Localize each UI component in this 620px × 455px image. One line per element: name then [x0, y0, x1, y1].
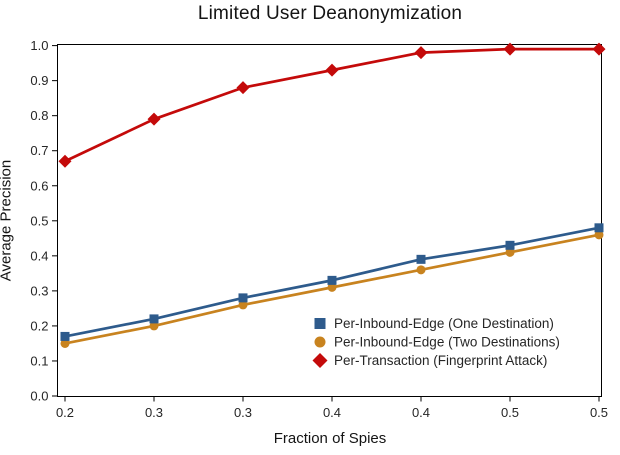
- x-tick-label: 0.5: [501, 405, 519, 420]
- series-marker-0: [594, 223, 604, 233]
- series-marker-1: [416, 265, 426, 275]
- legend-marker-1: [314, 336, 326, 348]
- x-axis-label: Fraction of Spies: [273, 430, 387, 447]
- legend-marker-0: [314, 318, 326, 329]
- y-tick-label: 0.3: [30, 283, 48, 298]
- x-tick-label: 0.4: [412, 405, 430, 420]
- x-tick-label: 0.3: [145, 405, 163, 420]
- series-marker-2: [147, 112, 161, 126]
- series-marker-2: [503, 42, 517, 56]
- series-marker-1: [238, 300, 248, 310]
- series-marker-2: [414, 46, 428, 60]
- x-tick-label: 0.2: [56, 405, 74, 420]
- series-marker-1: [60, 338, 70, 348]
- legend-label-2: Per-Transaction (Fingerprint Attack): [334, 353, 547, 368]
- series-marker-0: [149, 314, 159, 324]
- legend-label-0: Per-Inbound-Edge (One Destination): [334, 316, 554, 331]
- chart-title: Limited User Deanonymization: [197, 3, 463, 24]
- x-tick-label: 0.3: [234, 405, 252, 420]
- y-tick-label: 0.4: [30, 248, 48, 263]
- series-marker-1: [505, 247, 515, 257]
- y-tick-label: 0.9: [30, 73, 48, 88]
- series-marker-2: [236, 81, 250, 95]
- y-tick-label: 0.0: [30, 389, 48, 404]
- series-marker-2: [58, 154, 72, 168]
- series-marker-0: [327, 275, 337, 285]
- series-marker-0: [60, 331, 70, 341]
- series-marker-1: [594, 230, 604, 240]
- y-tick-label: 0.1: [30, 353, 48, 368]
- y-tick-label: 0.5: [30, 213, 48, 228]
- series-marker-1: [149, 321, 159, 331]
- series-marker-0: [238, 293, 248, 303]
- y-tick-label: 0.8: [30, 108, 48, 123]
- y-tick-label: 1.0: [30, 38, 48, 53]
- x-tick-label: 0.5: [590, 405, 608, 420]
- series-marker-0: [416, 254, 426, 264]
- legend-label-1: Per-Inbound-Edge (Two Destinations): [334, 335, 560, 350]
- y-axis-label: Average Precision: [0, 159, 15, 282]
- series-marker-1: [327, 282, 337, 292]
- series-marker-2: [325, 63, 339, 77]
- y-tick-label: 0.2: [30, 318, 48, 333]
- y-tick-label: 0.7: [30, 143, 48, 158]
- x-tick-label: 0.4: [323, 405, 341, 420]
- legend-marker-2: [312, 353, 328, 368]
- series-marker-2: [592, 42, 606, 56]
- y-tick-label: 0.6: [30, 178, 48, 193]
- series-marker-0: [505, 240, 515, 250]
